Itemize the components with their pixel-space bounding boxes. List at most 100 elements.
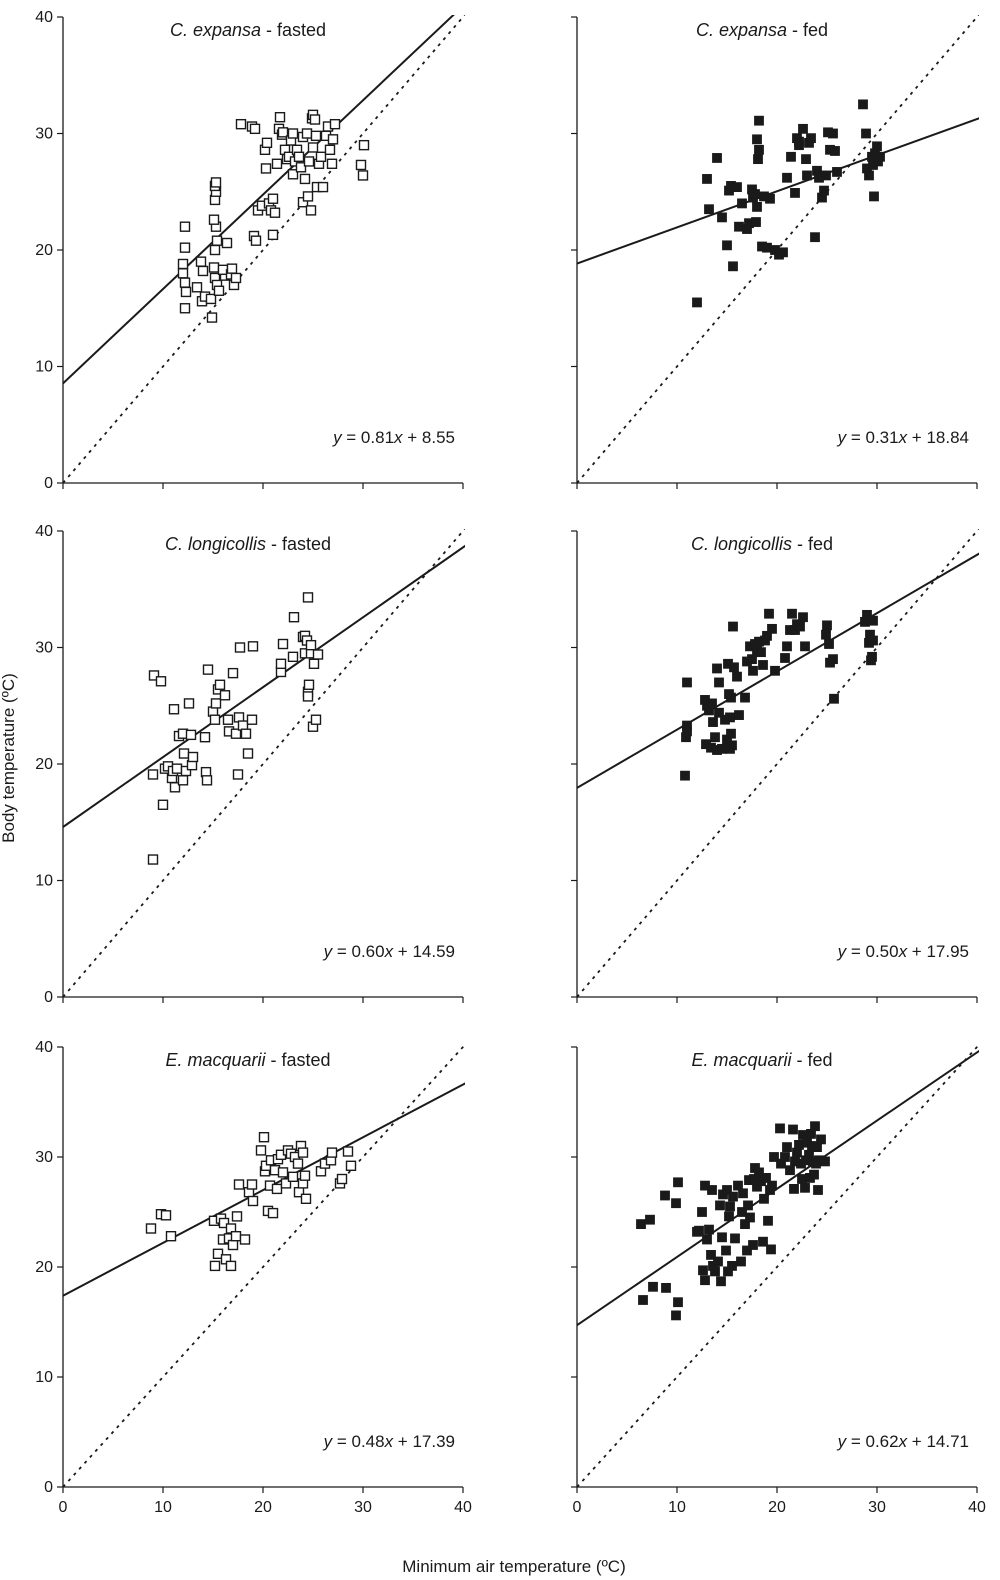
panel-title-condition: - fasted — [266, 1050, 331, 1070]
data-point — [317, 181, 329, 193]
data-point — [673, 1177, 683, 1188]
data-point — [219, 690, 231, 701]
data-point — [299, 1170, 311, 1181]
data-point — [715, 1200, 725, 1211]
data-point — [250, 235, 262, 246]
data-point — [858, 99, 868, 110]
data-point — [287, 651, 299, 663]
data-point — [260, 163, 272, 174]
data-point — [698, 1265, 708, 1276]
data-point — [780, 653, 790, 663]
data-point — [761, 1173, 771, 1183]
data-point — [697, 1207, 707, 1217]
y-tick-label: 40 — [35, 9, 53, 26]
data-point — [734, 710, 744, 720]
data-point — [295, 162, 307, 173]
data-point — [806, 133, 816, 144]
data-point — [820, 1156, 830, 1167]
data-point — [736, 1256, 746, 1267]
panel-title-species: C. expansa — [170, 20, 261, 40]
data-point — [240, 728, 252, 739]
data-point — [748, 1240, 758, 1250]
regression-equation: y = 0.48x + 17.39 — [323, 1432, 455, 1451]
data-point — [310, 130, 322, 142]
chart-panel-2: C. expansa - fed y = 0.31x + 18.84 — [571, 15, 979, 489]
data-point — [218, 1217, 230, 1229]
panel-title-condition: - fed — [792, 1050, 833, 1070]
data-point — [724, 1211, 734, 1222]
equation-intercept: + 17.95 — [907, 942, 969, 961]
data-point — [671, 1198, 681, 1209]
data-point — [752, 201, 762, 212]
data-point — [155, 676, 167, 687]
equation-x: x — [384, 942, 394, 961]
data-point — [308, 658, 320, 670]
data-point — [824, 639, 834, 649]
data-point — [866, 655, 876, 666]
regression-line — [577, 552, 979, 789]
data-point — [714, 707, 724, 718]
data-point — [326, 1147, 338, 1158]
data-point — [165, 1230, 177, 1242]
data-point — [706, 1250, 716, 1260]
data-point — [721, 1245, 731, 1256]
data-point — [821, 629, 831, 640]
data-point — [345, 1160, 357, 1172]
data-point — [302, 191, 314, 202]
data-point — [661, 1283, 671, 1293]
data-point — [275, 658, 287, 670]
data-point — [277, 638, 289, 650]
x-tick-label: 40 — [968, 1499, 986, 1516]
y-tick-label: 20 — [35, 756, 53, 773]
panel-title: C. longicollis - fed — [691, 534, 833, 554]
panel-title-species: C. expansa — [696, 20, 787, 40]
data-point — [222, 714, 234, 725]
data-point — [750, 189, 760, 199]
data-point — [763, 1215, 773, 1226]
panel-title-species: C. longicollis — [691, 534, 792, 554]
data-point — [303, 679, 315, 690]
data-point — [227, 1239, 239, 1251]
data-point — [249, 123, 261, 135]
data-point — [233, 1179, 245, 1190]
data-point — [710, 1266, 720, 1277]
data-point — [293, 151, 305, 163]
data-point — [274, 111, 286, 123]
data-point — [246, 1179, 258, 1190]
data-point — [230, 1230, 242, 1242]
data-point — [759, 1193, 769, 1204]
data-point — [147, 769, 159, 780]
panel-title-condition: - fasted — [266, 534, 331, 554]
data-point — [737, 1207, 747, 1217]
data-point — [255, 1145, 267, 1156]
data-point — [770, 665, 780, 676]
data-point — [758, 1236, 768, 1247]
equation-intercept: + 17.39 — [393, 1432, 455, 1451]
equation-y: y — [323, 942, 334, 961]
data-point — [767, 1180, 777, 1191]
y-tick-label: 10 — [35, 873, 53, 890]
data-point — [742, 1245, 752, 1256]
data-point — [702, 174, 712, 184]
data-point — [160, 1210, 172, 1221]
data-point — [179, 221, 191, 232]
data-point — [868, 615, 878, 626]
equation-y: y — [332, 428, 343, 447]
data-point — [767, 623, 777, 634]
data-point — [301, 128, 313, 139]
y-tick-label: 40 — [35, 523, 53, 540]
plot-area — [63, 529, 465, 997]
data-point — [819, 185, 829, 196]
data-point — [800, 641, 810, 652]
data-point — [756, 647, 766, 658]
data-point — [329, 118, 341, 130]
equation-y: y — [323, 1432, 334, 1451]
data-point — [725, 1201, 735, 1212]
data-point — [261, 137, 273, 149]
data-point — [830, 146, 840, 156]
data-point — [778, 247, 788, 258]
data-point — [702, 1234, 712, 1245]
data-point — [722, 240, 732, 251]
data-point — [214, 679, 226, 690]
